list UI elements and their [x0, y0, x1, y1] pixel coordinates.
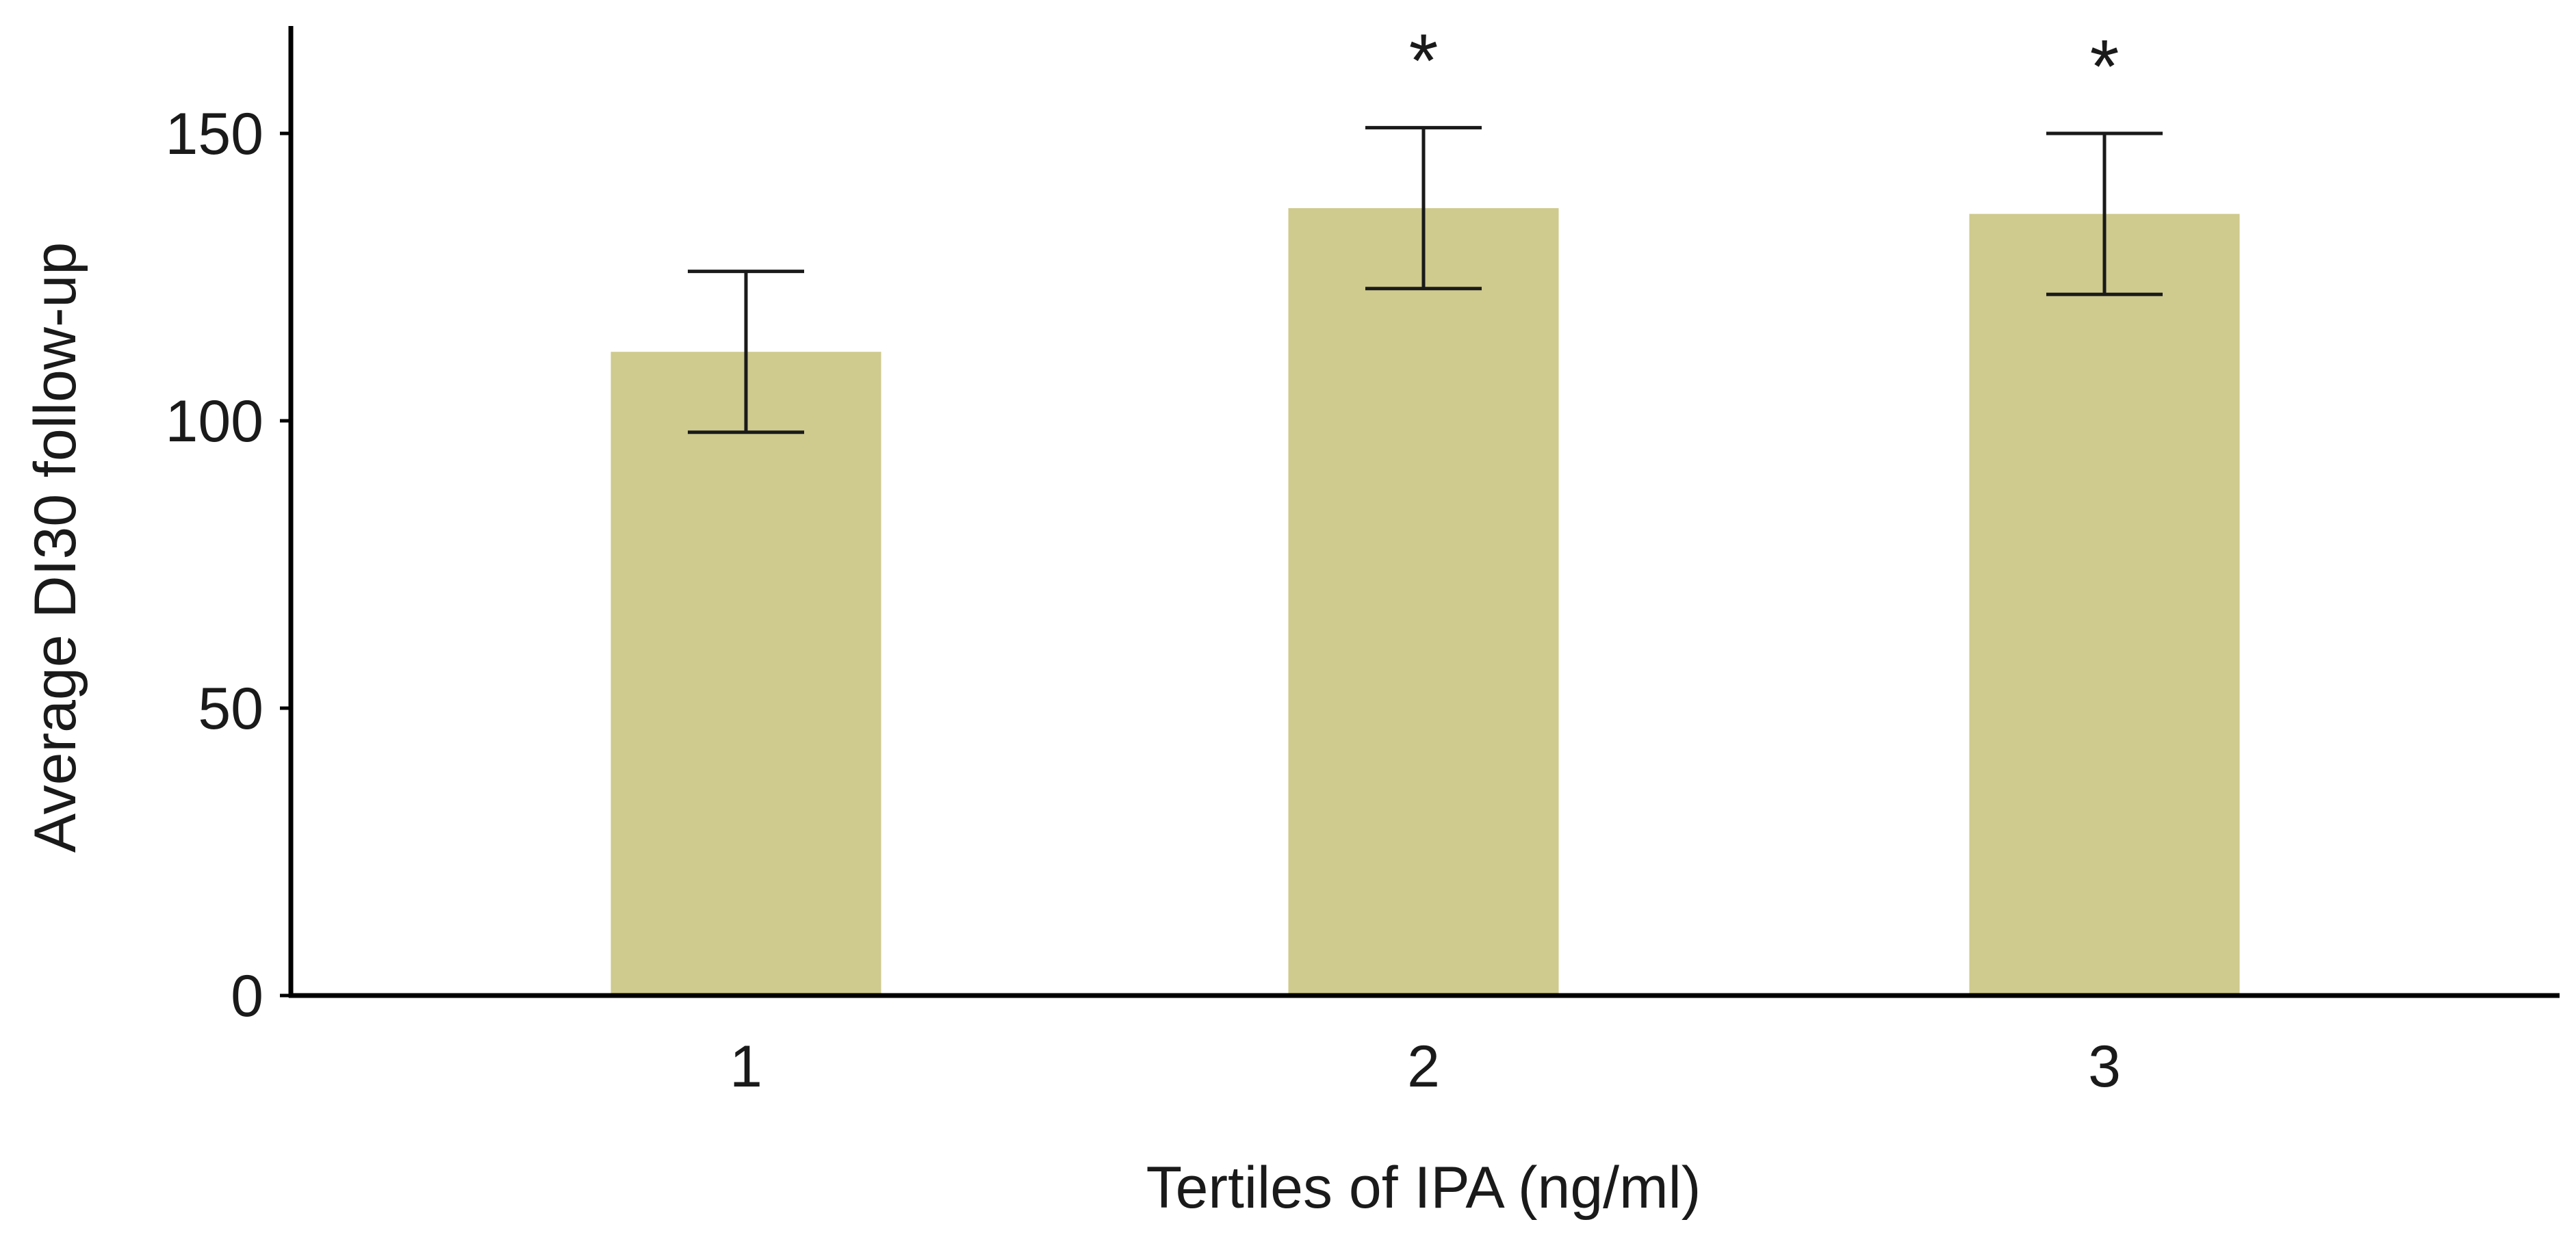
x-tick-label-2: 2: [1407, 1034, 1440, 1100]
y-tick-label: 0: [231, 963, 263, 1029]
x-axis-title: Tertiles of IPA (ng/ml): [1146, 1155, 1701, 1221]
bars-layer: [610, 208, 2240, 996]
y-ticks-layer: 0 50 100 150: [166, 101, 291, 1029]
significance-marker-3: *: [2090, 25, 2120, 109]
x-tick-label-1: 1: [730, 1034, 762, 1100]
y-tick-label: 150: [166, 101, 264, 167]
y-tick-label: 50: [198, 676, 263, 742]
error-bar-3: [2046, 131, 2163, 296]
x-tick-labels-layer: 1 2 3: [730, 1034, 2121, 1100]
axes-layer: [288, 26, 2560, 998]
error-bar-1: [688, 270, 804, 434]
y-axis-title: Average DI30 follow-up: [23, 242, 88, 853]
significance-marker-2: *: [1409, 19, 1439, 103]
y-tick-label: 100: [166, 389, 264, 454]
bar-2: [1288, 208, 1559, 996]
error-bars-layer: [688, 126, 2163, 434]
error-bar-2: [1365, 126, 1482, 291]
bar-1: [610, 352, 881, 996]
bar-3: [1969, 213, 2240, 996]
x-tick-label-3: 3: [2088, 1034, 2121, 1100]
significance-layer: * *: [1409, 19, 2120, 109]
